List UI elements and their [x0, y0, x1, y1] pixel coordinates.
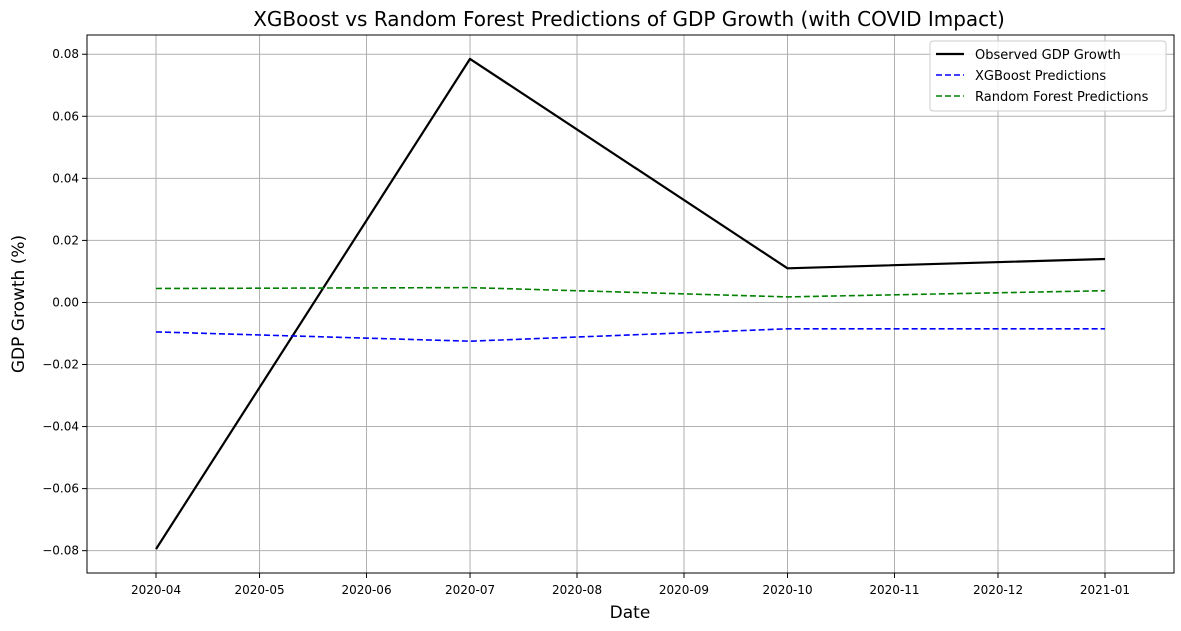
chart-title: XGBoost vs Random Forest Predictions of … — [253, 7, 1005, 31]
series-line-3 — [155, 286, 1106, 298]
y-tick-label: 0.08 — [52, 47, 79, 61]
y-tick-label: −0.06 — [42, 482, 79, 496]
y-tick-label: −0.08 — [42, 544, 79, 558]
legend: Observed GDP Growth XGBoost Predictions Ra… — [929, 40, 1167, 112]
series-line-2 — [155, 327, 1105, 343]
y-axis-label: GDP Growth (%) — [9, 235, 29, 373]
x-tick-label: 2020-10 — [762, 583, 812, 597]
grid — [87, 35, 1174, 573]
legend-label: Random Forest Predictions — [975, 90, 1149, 105]
y-tick-label: 0.06 — [52, 109, 79, 123]
legend-label: Observed GDP Growth — [975, 48, 1121, 63]
plot-frame — [86, 34, 1175, 574]
y-tick-label: −0.02 — [42, 358, 79, 372]
series-layer — [155, 57, 1106, 550]
x-tick-label: 2020-11 — [869, 583, 919, 597]
x-tick-label: 2020-04 — [131, 583, 181, 597]
x-tick-label: 2020-08 — [552, 583, 602, 597]
x-tick-label: 2020-06 — [341, 583, 391, 597]
x-axis-label: Date — [610, 603, 651, 623]
y-tick-label: 0.00 — [52, 295, 79, 309]
y-tick-label: 0.04 — [52, 171, 79, 185]
x-tick-label: 2020-12 — [973, 583, 1023, 597]
y-tick-label: 0.02 — [52, 233, 79, 247]
x-tick-label: 2020-05 — [234, 583, 284, 597]
legend-box — [929, 40, 1167, 112]
y-tick-label: −0.04 — [42, 420, 79, 434]
x-tick-label: 2021-01 — [1080, 583, 1130, 597]
legend-label: XGBoost Predictions — [975, 69, 1106, 84]
x-tick-label: 2020-07 — [445, 583, 495, 597]
x-tick-label: 2020-09 — [659, 583, 709, 597]
x-axis-ticks: 2020-04 2020-05 2020-06 2020-07 2020-08 2020-… — [131, 573, 1130, 597]
series-line-1 — [155, 57, 1106, 550]
y-axis-ticks: −0.08 −0.06 −0.04 −0.02 0.00 0.02 0.04 0.06 0.08 — [42, 47, 87, 558]
